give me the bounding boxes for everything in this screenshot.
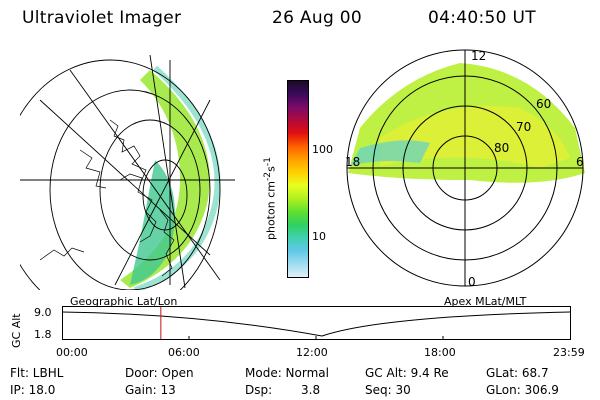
altitude-xtick-1: 06:00	[168, 346, 200, 359]
mlat-label-70: 70	[516, 120, 531, 134]
info-seq: Seq: 30	[365, 383, 411, 397]
info-mode: Mode: Normal	[245, 366, 329, 380]
altitude-xtick-2: 12:00	[296, 346, 328, 359]
aurora-edge	[134, 65, 221, 290]
info-ip: IP: 18.0	[10, 383, 56, 397]
altitude-ytick-top: 9.0	[34, 306, 52, 319]
polar-plot: 12 18 6 0 60 70 80	[345, 49, 585, 288]
instrument-title: Ultraviolet Imager	[22, 8, 182, 28]
info-dsp-label: Dsp:	[245, 383, 273, 397]
geographic-label: Geographic Lat/Lon	[70, 295, 178, 308]
mlat-label-80: 80	[494, 141, 509, 155]
colorbar-tick-10: 10	[312, 230, 326, 243]
info-gain: Gain: 13	[125, 383, 176, 397]
altitude-ytick-bottom: 1.8	[34, 328, 52, 341]
altitude-curve	[62, 311, 571, 337]
date-label: 26 Aug 00	[272, 8, 362, 28]
mlt-label-6: 6	[576, 155, 584, 169]
aurora-inner	[130, 160, 175, 285]
altitude-ylabel: GC Alt	[10, 313, 23, 348]
altitude-xticks	[188, 336, 444, 340]
info-dsp-value: 3.8	[301, 383, 321, 397]
polar-grid	[346, 49, 584, 287]
info-flt: Flt: LBHL	[10, 366, 64, 380]
info-door: Door: Open	[125, 366, 194, 380]
colorbar-unit-label: photon cm-2s-1	[262, 157, 278, 240]
map-grid	[20, 54, 235, 290]
altitude-xtick-0: 00:00	[56, 346, 88, 359]
coastlines	[39, 119, 175, 277]
time-label: 04:40:50 UT	[428, 8, 536, 28]
mlat-label-60: 60	[536, 97, 551, 111]
colorbar	[287, 80, 309, 278]
mlt-label-12: 12	[471, 49, 486, 63]
colorbar-tick-100: 100	[312, 143, 333, 156]
altitude-xtick-4: 23:59	[553, 346, 585, 359]
polar-label: Apex MLat/MLT	[444, 295, 527, 308]
geographic-map	[20, 54, 235, 290]
altitude-plot	[62, 306, 571, 340]
info-glon: GLon: 306.9	[486, 383, 559, 397]
altitude-xtick-3: 18:00	[424, 346, 456, 359]
info-gc-alt: GC Alt: 9.4 Re	[365, 366, 449, 380]
mlt-label-18: 18	[345, 155, 360, 169]
mlt-label-0: 0	[468, 275, 476, 288]
info-glat: GLat: 68.7	[486, 366, 549, 380]
